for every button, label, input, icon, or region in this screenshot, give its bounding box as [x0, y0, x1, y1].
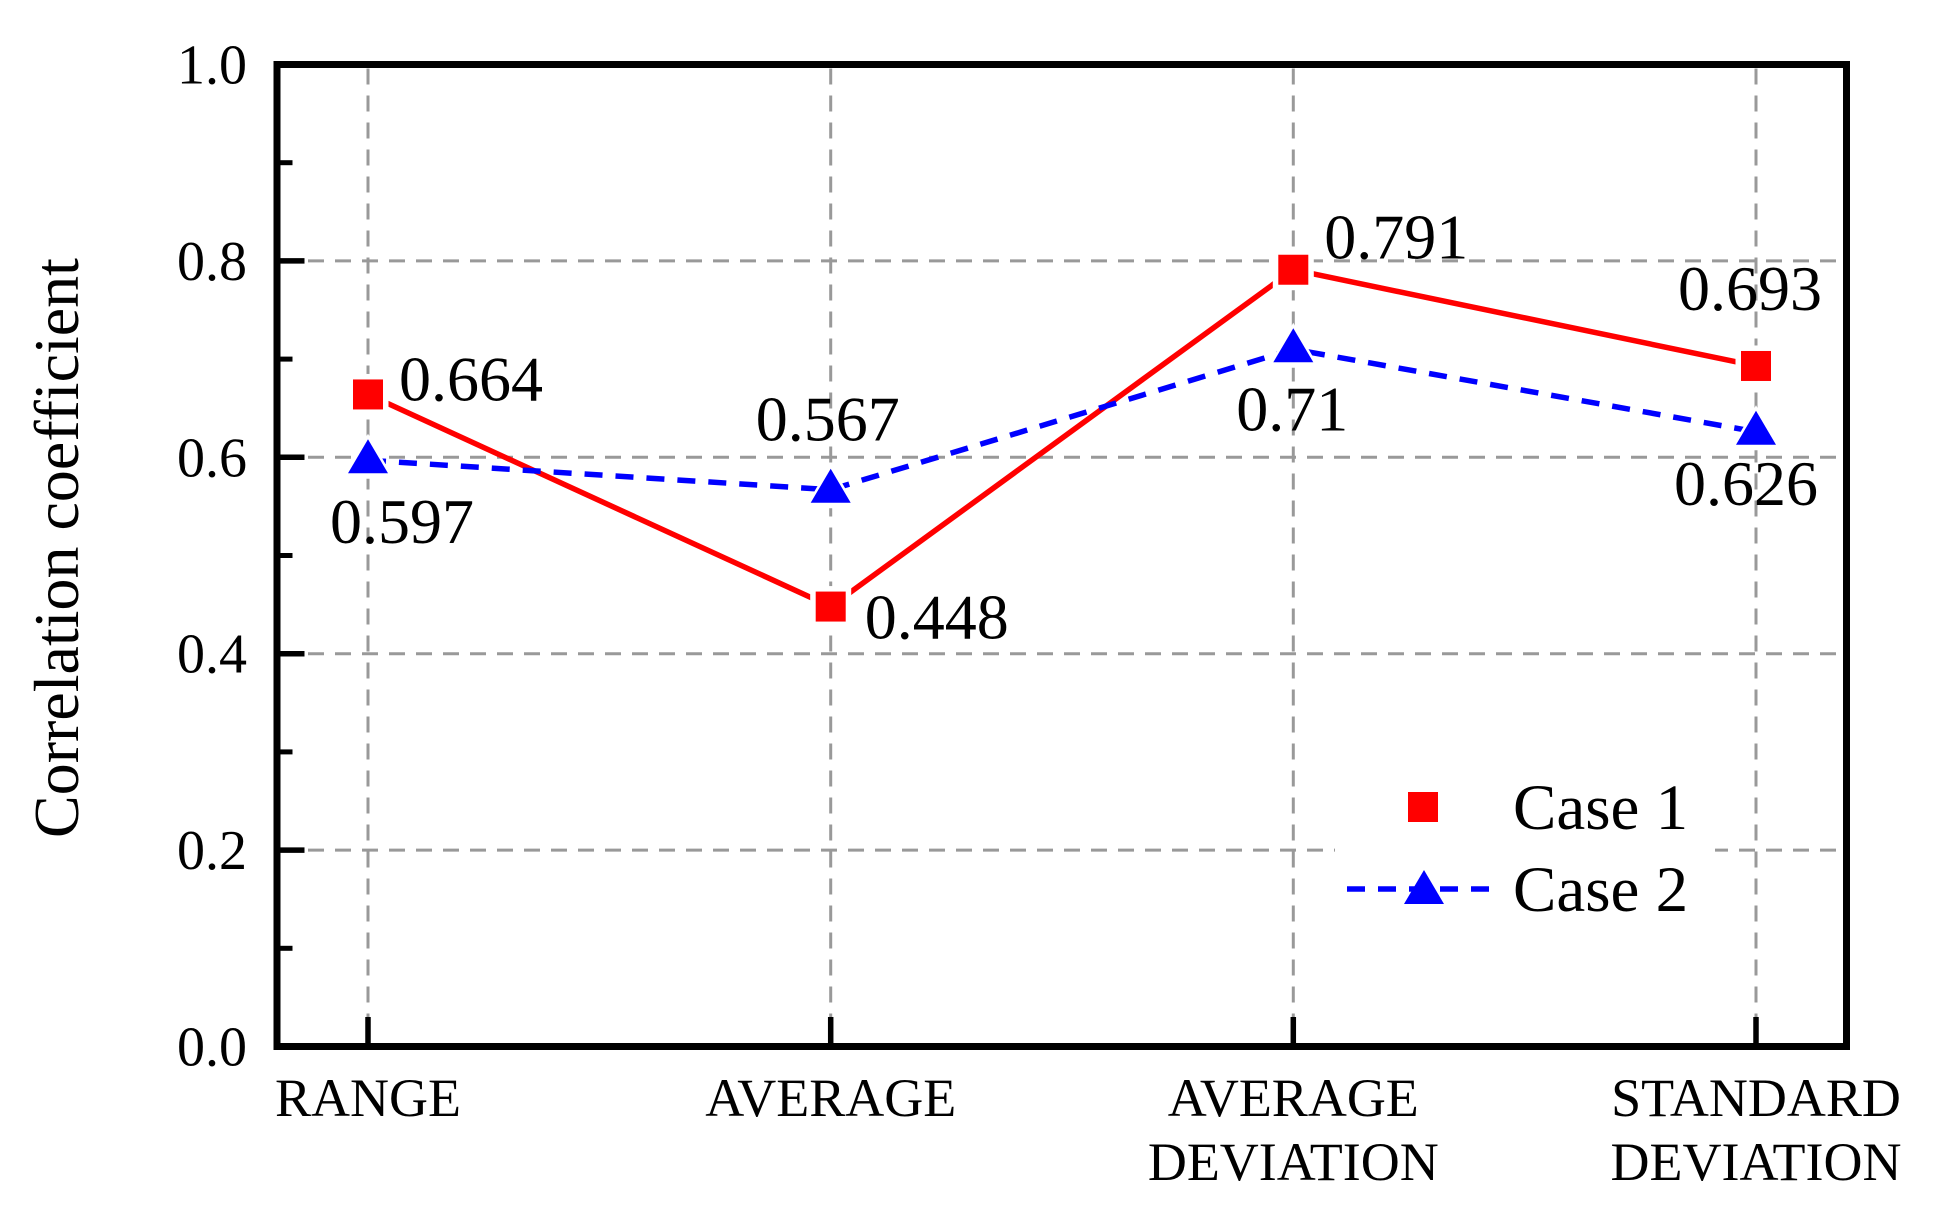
y-tick-label: 0.8	[177, 231, 247, 293]
point-label: 0.597	[330, 486, 474, 557]
x-category-label: AVERAGE	[705, 1068, 956, 1128]
legend-label-case-2: Case 2	[1513, 854, 1688, 926]
marker-triangle-case-2-3	[1736, 410, 1776, 445]
plot-border	[273, 61, 1850, 1050]
legend-marker-square	[1408, 792, 1438, 822]
x-category-label: DEVIATION	[1611, 1132, 1902, 1192]
marker-square-case-1-0	[353, 379, 383, 410]
marker-square-case-1-3	[1741, 350, 1771, 381]
point-label: 0.626	[1674, 448, 1818, 519]
series-line-case-1	[366, 266, 1757, 610]
legend-marker-triangle	[1404, 870, 1444, 904]
marker-triangle-case-2-1	[810, 468, 851, 503]
y-tick-label: 0.4	[177, 624, 247, 686]
x-category-label: AVERAGE	[1168, 1068, 1419, 1128]
legend-label-case-1: Case 1	[1513, 772, 1688, 844]
series-line-case-2	[367, 346, 1757, 493]
point-label: 0.567	[756, 384, 900, 455]
marker-square-case-1-1	[815, 591, 846, 622]
legend-background	[1335, 762, 1715, 926]
x-category-label: RANGE	[275, 1068, 461, 1128]
y-tick-label: 1.0	[177, 35, 247, 97]
x-category-label: STANDARD	[1611, 1068, 1901, 1128]
y-tick-label: 0.0	[177, 1017, 247, 1079]
x-category-label: DEVIATION	[1148, 1132, 1439, 1192]
point-label: 0.71	[1236, 373, 1348, 444]
y-tick-label: 0.2	[177, 820, 247, 882]
marker-triangle-case-2-2	[1273, 328, 1314, 363]
marker-triangle-case-2-0	[348, 439, 388, 474]
point-label: 0.664	[399, 343, 543, 414]
point-label: 0.448	[865, 582, 1009, 653]
point-label: 0.693	[1678, 253, 1822, 324]
y-tick-label: 0.6	[177, 427, 247, 489]
point-label: 0.791	[1324, 202, 1468, 273]
marker-square-case-1-2	[1278, 254, 1309, 285]
y-axis-title: Correlation coefficient	[21, 258, 92, 838]
